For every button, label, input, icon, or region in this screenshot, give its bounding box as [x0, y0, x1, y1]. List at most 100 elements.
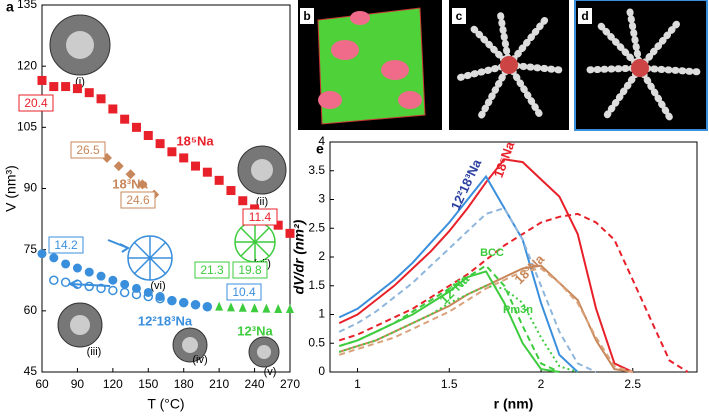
point [226, 302, 235, 312]
y-tick-label: 90 [24, 181, 38, 195]
point [131, 122, 141, 132]
point [137, 179, 148, 190]
sphere [350, 11, 370, 25]
point [61, 82, 71, 92]
annotation: 26.5 [76, 143, 100, 157]
point [191, 300, 201, 310]
point [250, 303, 259, 313]
y-tick-label: 105 [17, 120, 37, 134]
point [84, 267, 94, 277]
x-axis-label: r (nm) [494, 396, 534, 412]
series-label: Pm3n [503, 304, 533, 316]
series-label: BCC [480, 247, 504, 259]
x-tick-label: 1 [354, 377, 361, 391]
point [96, 94, 106, 104]
y-tick-label: 2.5 [308, 220, 325, 234]
y-tick-label: 2 [318, 249, 325, 263]
line [338, 264, 560, 373]
point [96, 283, 106, 294]
line [338, 270, 560, 373]
point [202, 302, 212, 312]
inset-images [49, 14, 287, 368]
molecule [581, 8, 704, 122]
series-label: 18⁵Na [491, 139, 518, 180]
panel-label: c [456, 9, 463, 23]
sphere [381, 60, 409, 80]
point [238, 302, 247, 312]
annotation-box [194, 261, 230, 279]
point [108, 275, 118, 285]
annotation: 10.4 [232, 285, 256, 299]
series-label: 12³Na [237, 323, 273, 338]
point [226, 186, 236, 196]
point [238, 196, 248, 206]
inset-label: (vi) [150, 280, 165, 292]
point [143, 130, 153, 140]
x-tick-label: 240 [245, 377, 265, 391]
inset-label: (iv) [192, 354, 207, 366]
point [155, 292, 165, 302]
line [338, 174, 579, 373]
point [131, 289, 142, 300]
point [125, 169, 136, 180]
annotation-box [120, 191, 156, 209]
y-tick-label: 75 [24, 242, 38, 256]
point [215, 301, 224, 311]
x-tick-label: 2 [538, 377, 545, 391]
y-tick-label: 135 [17, 0, 37, 11]
line [338, 284, 578, 373]
y-tick-label: 0.5 [308, 335, 325, 349]
inset-label: (iii) [87, 346, 102, 358]
line [338, 158, 634, 373]
label-box [300, 8, 314, 24]
line [338, 212, 689, 373]
point [178, 297, 189, 308]
point [119, 287, 130, 298]
point [179, 153, 189, 163]
x-tick-label: 150 [138, 377, 158, 391]
y-tick-label: 3.5 [308, 163, 325, 177]
annotation: 24.6 [126, 193, 150, 207]
sphere [318, 91, 342, 109]
point [155, 293, 165, 304]
point [96, 271, 106, 281]
point [202, 302, 213, 312]
point [108, 285, 118, 296]
unit-cell [317, 7, 426, 125]
point [155, 139, 165, 149]
point [84, 281, 94, 292]
point [179, 298, 189, 308]
point [113, 161, 124, 172]
point [214, 175, 224, 185]
point [273, 220, 283, 230]
line [338, 267, 634, 373]
point [143, 291, 154, 302]
point [167, 296, 177, 306]
annotation-box [226, 283, 262, 301]
point [72, 263, 82, 273]
y-tick-label: 120 [17, 58, 37, 72]
point [49, 275, 59, 285]
y-tick-label: 3 [318, 192, 325, 206]
y-tick-label: 0 [318, 364, 325, 378]
point [286, 304, 294, 314]
annotation-box [18, 94, 54, 112]
annotation: 19.8 [238, 263, 262, 277]
inset-label: (i) [75, 76, 85, 88]
point [72, 84, 82, 94]
series-label: 18⁵Na [176, 133, 214, 148]
panel-label: b [303, 9, 310, 23]
annotation: 11.4 [249, 210, 272, 224]
y-tick-label: 60 [24, 303, 38, 317]
point [274, 304, 283, 314]
y-tick-label: 1 [318, 307, 325, 321]
point [60, 277, 71, 288]
panel-label: a [6, 0, 14, 15]
point [84, 88, 94, 98]
x-tick-label: 270 [280, 377, 300, 391]
point [190, 299, 201, 310]
x-tick-label: 60 [35, 377, 49, 391]
x-tick-label: 210 [209, 377, 229, 391]
x-tick-label: 2.5 [624, 377, 641, 391]
